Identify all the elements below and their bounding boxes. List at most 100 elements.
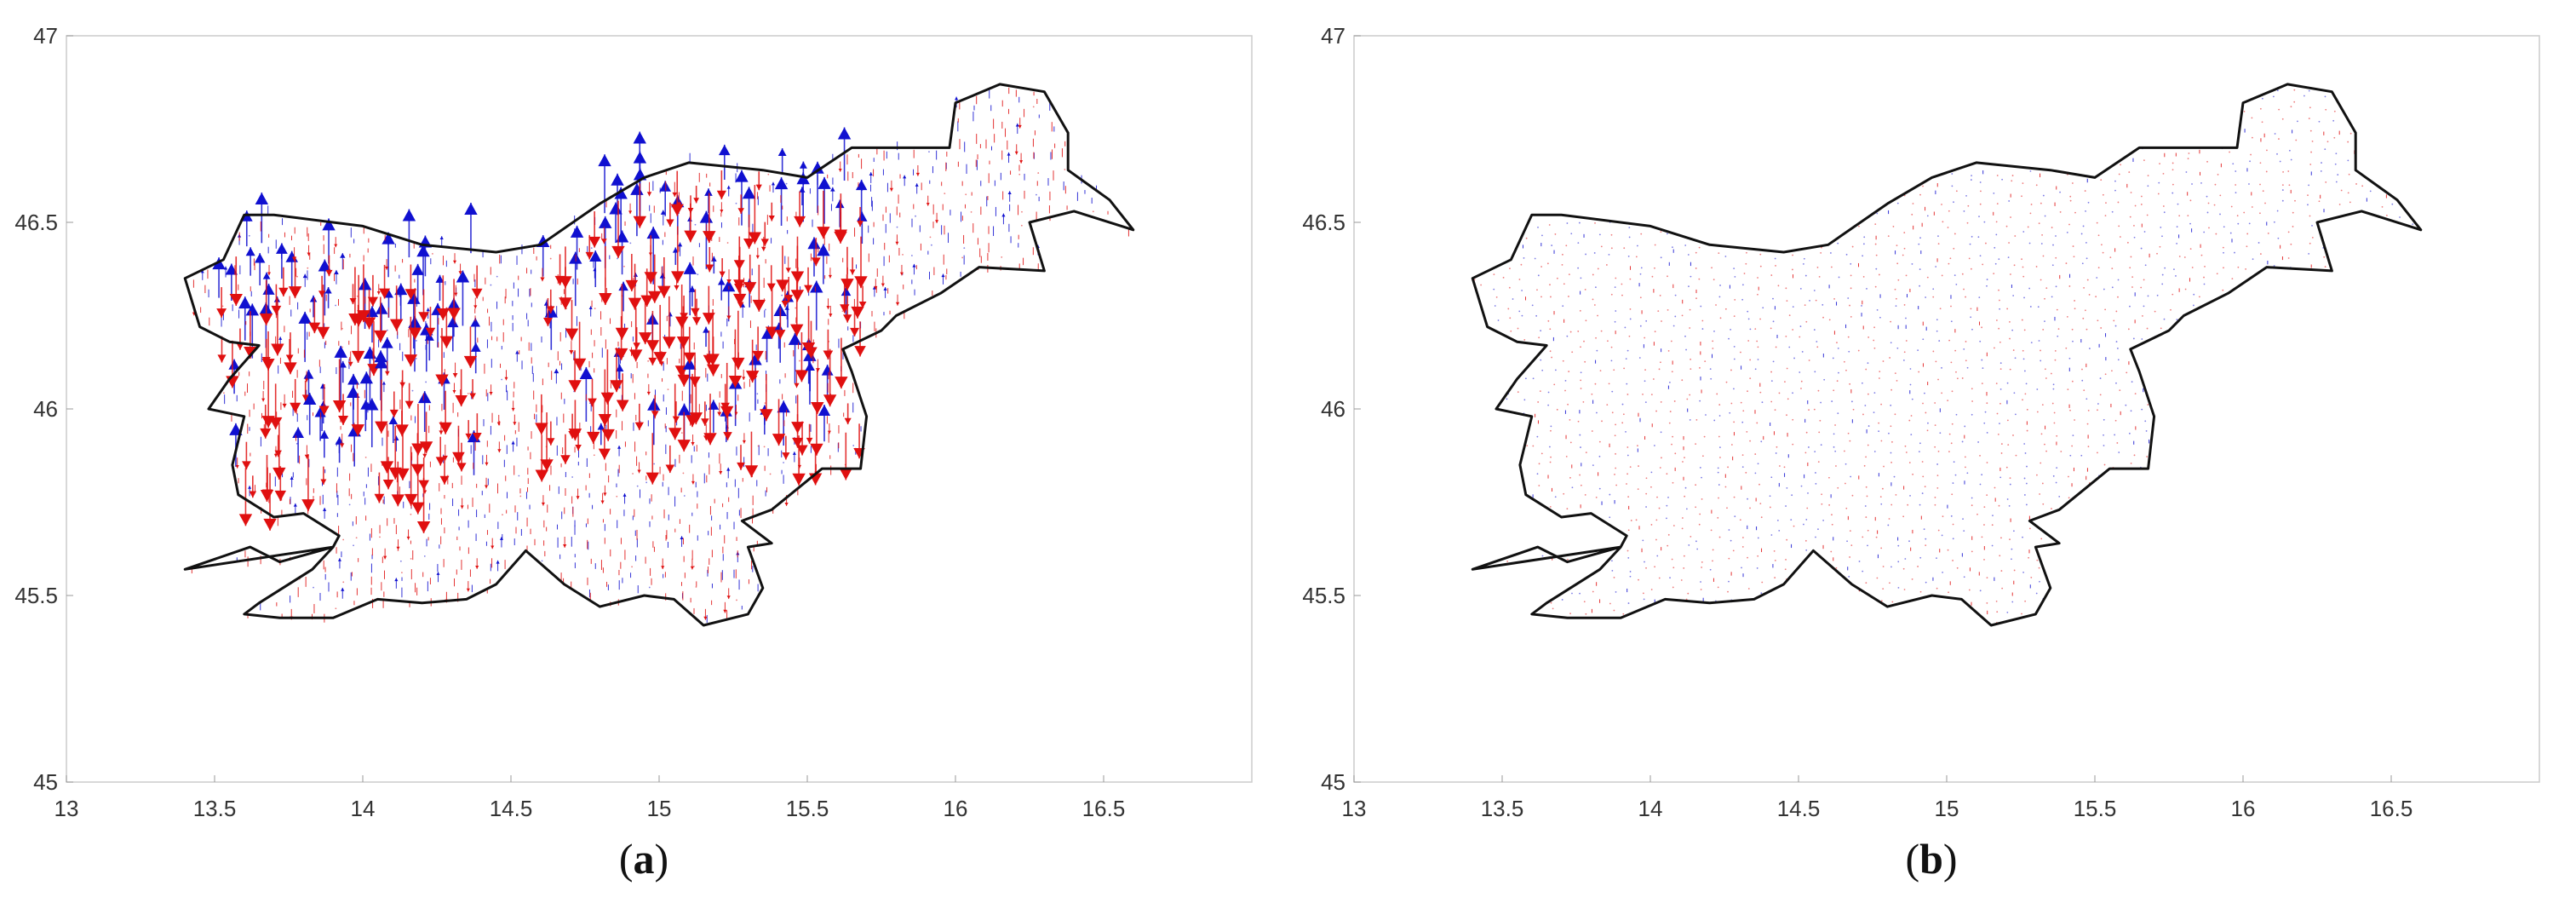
vector-dot	[2117, 279, 2120, 281]
vector-dot	[2041, 233, 2043, 236]
vector-dot	[1680, 579, 1683, 581]
vector-dot	[1718, 252, 1720, 255]
vector-head	[254, 253, 266, 263]
vector-dot	[1549, 506, 1552, 508]
vector-dot	[2118, 225, 2120, 227]
vector-dot	[2259, 183, 2261, 186]
vector-head	[603, 492, 607, 497]
vector-dot	[415, 357, 417, 360]
vector-dot	[2011, 601, 2014, 603]
vector-dot	[2103, 434, 2104, 436]
vector-dot	[1858, 561, 1861, 562]
vector-head	[290, 476, 294, 480]
vector-dot	[1627, 496, 1630, 498]
vector-head	[811, 257, 821, 267]
vector-dot	[1541, 234, 1543, 237]
vector-dot	[2324, 95, 2326, 98]
vector-dot	[1760, 440, 1763, 443]
vector-dot	[2066, 315, 2068, 318]
vector-dot	[1709, 368, 1712, 371]
vector-dot	[1508, 286, 1511, 289]
vector-dot	[1685, 348, 1687, 351]
vector-dot	[1730, 328, 1732, 331]
vector-dot	[1655, 410, 1657, 412]
vector-dot	[2144, 420, 2147, 423]
vector-dot	[1747, 340, 1750, 342]
vector-head	[379, 288, 391, 299]
vector-dot	[2216, 273, 2218, 275]
vector-dot	[1970, 316, 1972, 319]
vector-dot	[2021, 258, 2022, 261]
vector-head	[659, 181, 672, 192]
vector-head	[335, 436, 344, 445]
vector-dot	[764, 308, 766, 311]
vector-dot	[1645, 492, 1648, 495]
vector-dot	[1967, 204, 1970, 207]
vector-dot	[1792, 443, 1794, 446]
vector-dot	[2282, 171, 2284, 173]
vector-dot	[2025, 482, 2028, 485]
vector-head	[447, 316, 459, 328]
vector-head	[726, 185, 731, 189]
vector-dot	[1963, 210, 1965, 212]
vector-head	[436, 572, 440, 575]
vector-dot	[1548, 446, 1551, 448]
vector-head	[775, 330, 786, 340]
vector-dot	[1580, 446, 1581, 448]
vector-dot	[1615, 467, 1617, 469]
vector-dot	[2340, 189, 2343, 192]
vector-dot	[2130, 463, 2132, 464]
vector-head	[1007, 191, 1012, 195]
vector-dot	[2161, 273, 2164, 276]
vector-dot	[1701, 319, 1704, 322]
vector-dot	[1562, 360, 1564, 362]
vector-dot	[2100, 179, 2103, 181]
vector-head	[784, 305, 789, 310]
vector-dot	[1925, 538, 1927, 540]
vector-dot	[1761, 401, 1764, 404]
vector-dot	[2231, 278, 2234, 280]
vector-head	[850, 327, 860, 337]
vector-dot	[2030, 204, 2033, 205]
vector-dot	[1971, 175, 1972, 177]
vector-head	[375, 421, 388, 434]
vector-dot	[1939, 432, 1942, 434]
vector-dot	[1983, 506, 1986, 509]
vector-dot	[1922, 402, 1924, 405]
vector-dot	[2028, 287, 2031, 290]
vector-dot	[1594, 221, 1596, 224]
vector-dot	[1999, 555, 2001, 557]
vector-dot	[1650, 486, 1652, 488]
vector-dot	[2009, 477, 2011, 480]
vector-head	[598, 448, 611, 460]
vector-dot	[1976, 513, 1978, 515]
vector-dot	[2259, 212, 2261, 215]
vector-dot	[2189, 222, 2191, 225]
vector-head	[599, 216, 612, 228]
vector-head	[688, 285, 696, 292]
vector-dot	[1820, 252, 1822, 254]
vector-head	[452, 389, 456, 394]
vector-dot	[1536, 473, 1539, 475]
vector-dot	[1563, 492, 1565, 495]
vector-dot	[1905, 274, 1908, 277]
vector-dot	[1963, 530, 1965, 532]
vector-head	[316, 326, 330, 339]
vector-dot	[2248, 183, 2250, 185]
vector-head	[811, 161, 824, 174]
vector-dot	[1757, 463, 1759, 465]
vector-dot	[2234, 251, 2235, 254]
vector-head	[513, 422, 517, 425]
vector-dot	[2023, 477, 2026, 480]
vector-dot	[2252, 258, 2254, 261]
vector-dot	[1847, 336, 1850, 338]
x-tick-label: 15.5	[2074, 796, 2117, 821]
vector-dot	[1936, 557, 1937, 559]
vector-dot	[1521, 314, 1523, 317]
vector-dot	[353, 544, 354, 547]
vector-dot	[2133, 454, 2136, 457]
vector-dot	[1864, 505, 1867, 507]
vector-dot	[1743, 273, 1746, 274]
vector-dot	[1847, 432, 1850, 434]
vector-dot	[2040, 462, 2042, 464]
